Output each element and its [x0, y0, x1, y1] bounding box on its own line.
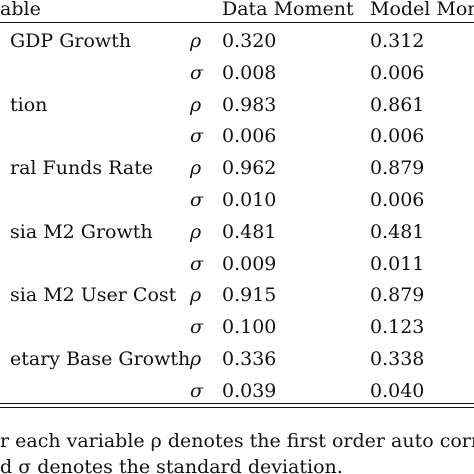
row-data-moment: 0.009 — [222, 253, 277, 275]
row-model-moment: 0.312 — [370, 30, 425, 52]
row-data-moment: 0.039 — [222, 380, 277, 402]
row-statistic-symbol: ρ — [190, 348, 202, 370]
row-statistic-symbol: ρ — [190, 284, 202, 306]
row-model-moment: 0.011 — [370, 253, 425, 275]
row-model-moment: 0.040 — [370, 380, 425, 402]
row-statistic-symbol: σ — [190, 62, 203, 84]
row-model-moment: 0.123 — [370, 316, 425, 338]
row-data-moment: 0.336 — [222, 348, 277, 370]
row-statistic-symbol: σ — [190, 380, 203, 402]
row-variable-label: GDP Growth — [10, 30, 132, 52]
header-variable: able — [0, 0, 41, 20]
row-data-moment: 0.983 — [222, 94, 277, 116]
row-data-moment: 0.008 — [222, 62, 277, 84]
row-statistic-symbol: ρ — [190, 157, 202, 179]
header-model-moment: Model Mom — [370, 0, 474, 20]
row-model-moment: 0.481 — [370, 221, 425, 243]
bottom-rule-1 — [0, 403, 474, 404]
row-variable-label: tion — [10, 94, 48, 116]
row-data-moment: 0.010 — [222, 189, 277, 211]
row-model-moment: 0.879 — [370, 284, 425, 306]
row-statistic-symbol: σ — [190, 253, 203, 275]
row-model-moment: 0.006 — [370, 125, 425, 147]
row-data-moment: 0.320 — [222, 30, 277, 52]
row-model-moment: 0.006 — [370, 62, 425, 84]
row-data-moment: 0.006 — [222, 125, 277, 147]
row-statistic-symbol: σ — [190, 125, 203, 147]
row-variable-label: ral Funds Rate — [10, 157, 154, 179]
row-data-moment: 0.481 — [222, 221, 277, 243]
row-statistic-symbol: σ — [190, 316, 203, 338]
row-statistic-symbol: ρ — [190, 30, 202, 52]
row-statistic-symbol: ρ — [190, 94, 202, 116]
footnote-line-2: d σ denotes the standard deviation. — [0, 456, 343, 474]
row-model-moment: 0.879 — [370, 157, 425, 179]
row-statistic-symbol: σ — [190, 189, 203, 211]
bottom-rule-2 — [0, 407, 474, 408]
row-variable-label: sia M2 Growth — [10, 221, 153, 243]
row-data-moment: 0.100 — [222, 316, 277, 338]
row-data-moment: 0.962 — [222, 157, 277, 179]
row-model-moment: 0.861 — [370, 94, 425, 116]
header-data-moment: Data Moment — [222, 0, 354, 20]
header-rule — [0, 22, 474, 23]
row-variable-label: sia M2 User Cost — [10, 284, 177, 306]
row-variable-label: etary Base Growth — [10, 348, 191, 370]
row-statistic-symbol: ρ — [190, 221, 202, 243]
row-data-moment: 0.915 — [222, 284, 277, 306]
footnote-line-1: r each variable ρ denotes the first orde… — [0, 430, 474, 452]
row-model-moment: 0.006 — [370, 189, 425, 211]
row-model-moment: 0.338 — [370, 348, 425, 370]
